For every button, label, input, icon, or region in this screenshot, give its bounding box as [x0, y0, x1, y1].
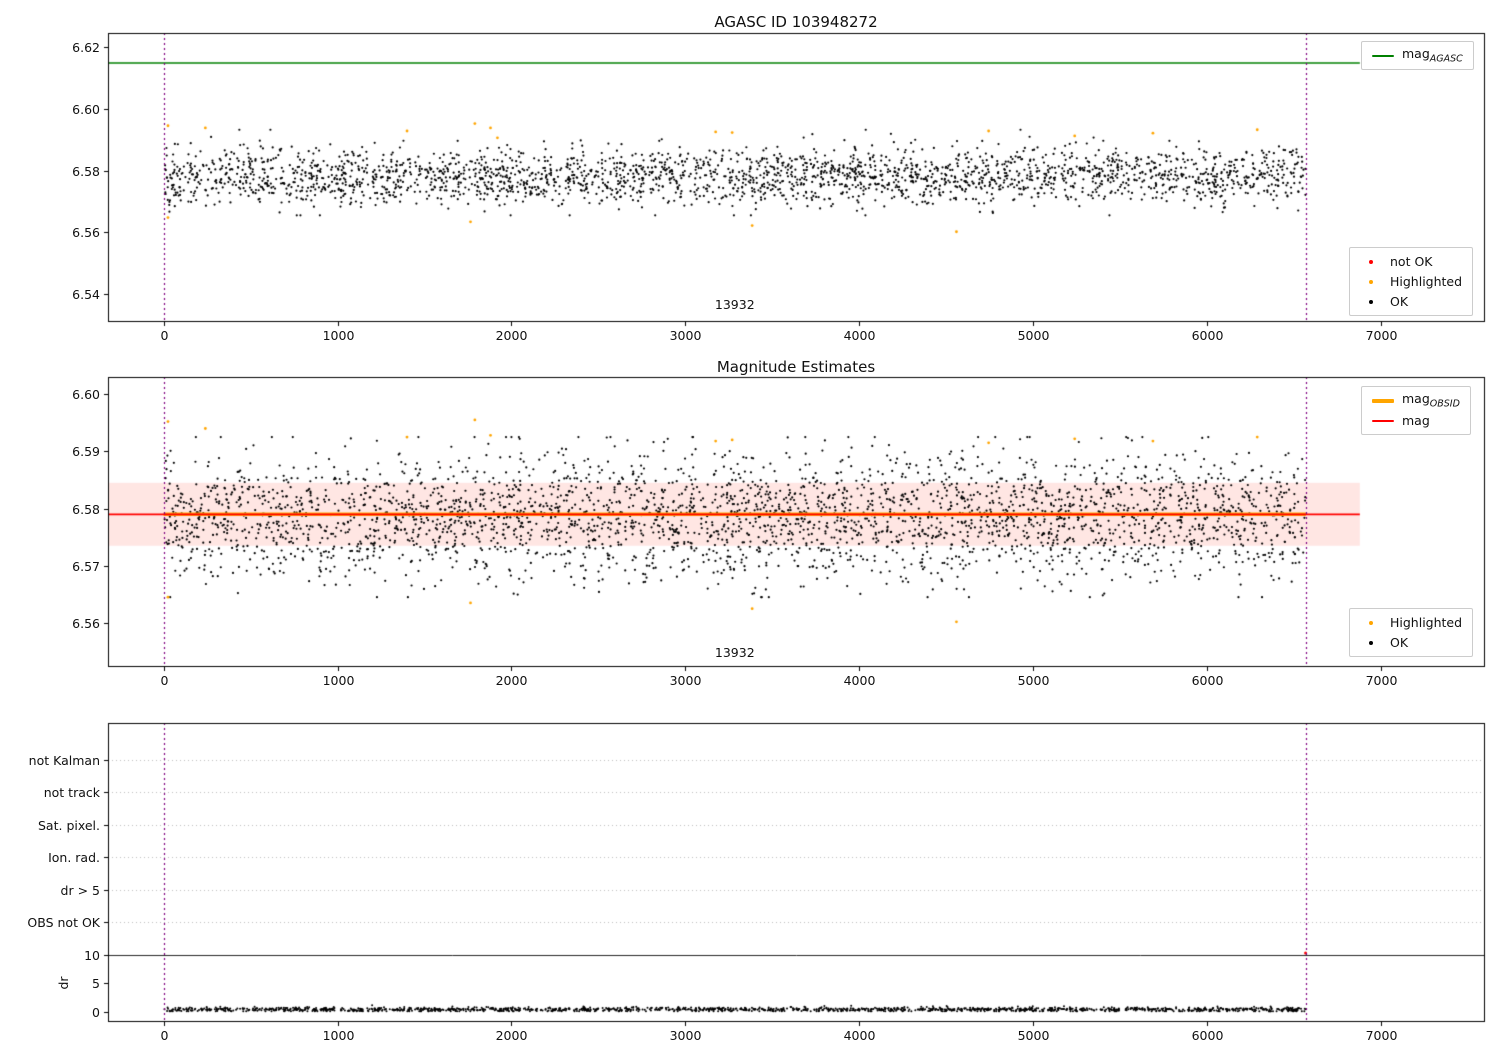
magnitude-estimates-figure: AGASC ID 103948272 Magnitude Estimates 0… [0, 0, 1500, 1050]
plot-canvas [0, 0, 1500, 1050]
